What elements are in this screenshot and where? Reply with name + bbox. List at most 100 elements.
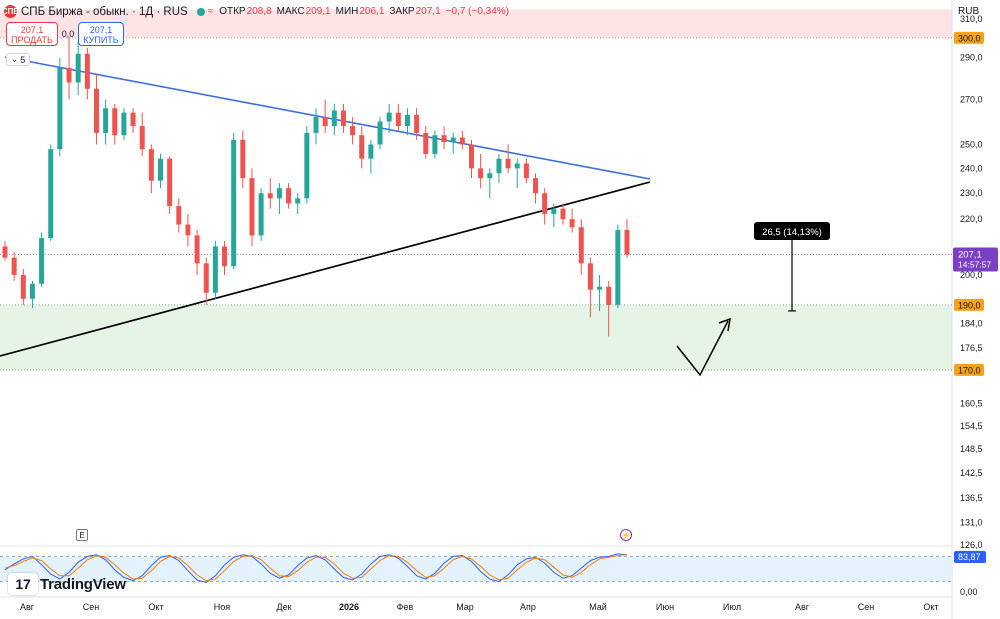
- countdown-label: 14:57:57: [958, 260, 991, 270]
- y-tick-label: 184,0: [960, 319, 983, 329]
- symbol-logo-icon[interactable]: СПБ: [1, 5, 20, 18]
- tradingview-logo[interactable]: 17 TradingView: [8, 573, 126, 595]
- candle-body: [414, 114, 420, 133]
- x-tick-label: Ноя: [214, 602, 231, 612]
- x-tick-label: Июн: [656, 602, 674, 612]
- candle-body: [450, 137, 456, 143]
- sell-label: ПРОДАТЬ: [11, 35, 53, 45]
- indicator-count: 5: [20, 54, 26, 65]
- candle-body: [514, 163, 520, 169]
- candle-body: [578, 227, 584, 264]
- candle-body: [75, 53, 81, 83]
- x-tick-label: Сен: [83, 602, 100, 612]
- candle-body: [560, 208, 566, 220]
- candle-body: [203, 263, 209, 293]
- candle-body: [57, 67, 63, 150]
- candle-body: [185, 224, 191, 236]
- candle-body: [194, 235, 200, 264]
- candle-body: [48, 149, 54, 239]
- candle-body: [39, 238, 45, 284]
- candle-body: [478, 168, 484, 179]
- y-tick-label: 230,0: [960, 188, 983, 198]
- spread-value: 0,0: [61, 29, 75, 39]
- oscillator-band: [0, 556, 952, 582]
- candle-body: [313, 117, 319, 133]
- price-zone-1: [0, 304, 952, 370]
- candle-body: [587, 263, 593, 290]
- candle-body: [2, 246, 8, 258]
- oscillator-value-label: 83,87: [958, 552, 981, 562]
- x-tick-label: Июл: [723, 602, 741, 612]
- candle-body: [258, 193, 264, 236]
- candle-body: [404, 114, 410, 127]
- candle-body: [304, 132, 310, 199]
- logo-text: TradingView: [40, 575, 126, 593]
- candle-body: [386, 112, 392, 122]
- x-tick-label: Авг: [795, 602, 810, 612]
- x-tick-label: Апр: [520, 602, 536, 612]
- x-tick-label: Авг: [20, 602, 35, 612]
- candle-body: [597, 286, 603, 290]
- candle-body: [139, 126, 145, 150]
- candle-body: [176, 206, 182, 225]
- wave-icon: ≈: [207, 6, 214, 17]
- currency-label[interactable]: RUB: [958, 6, 980, 17]
- y-tick-label: 270,0: [960, 95, 983, 105]
- candle-body: [286, 188, 292, 204]
- candle-body: [423, 132, 429, 154]
- price-badge: [954, 31, 984, 44]
- y-tick-label: 176,5: [960, 343, 983, 353]
- candle-body: [121, 112, 127, 136]
- y-tick-label: 148,5: [960, 444, 983, 454]
- candle-body: [158, 158, 163, 181]
- candle-body: [103, 108, 109, 133]
- open-value: 208,8: [246, 6, 272, 17]
- candle-body: [20, 274, 26, 299]
- candle-body: [212, 246, 218, 293]
- price-badge-label: 190,0: [958, 300, 981, 310]
- candle-body: [66, 67, 72, 83]
- symbol-title[interactable]: СПБ Биржа - обыкн. · 1Д · RUS: [21, 5, 188, 18]
- price-badge-label: 170,0: [958, 365, 981, 375]
- candle-body: [130, 112, 136, 127]
- candle-body: [569, 219, 575, 228]
- trendline-support: [0, 181, 651, 357]
- candle-body: [222, 246, 228, 267]
- oscillator-line-1: [4, 554, 628, 582]
- y-tick-label: 240,0: [960, 163, 983, 173]
- buy-button[interactable]: 207,1 КУПИТЬ: [78, 22, 124, 46]
- tradingview-logo-icon: 17: [8, 573, 38, 595]
- y-tick-label: 310,0: [960, 14, 983, 24]
- candle-body: [533, 178, 539, 194]
- high-label: МАКС: [276, 6, 305, 17]
- candle-body: [459, 137, 465, 145]
- y-tick-label: 126,0: [960, 540, 983, 550]
- candle-body: [551, 208, 557, 214]
- y-tick-label: 154,5: [960, 421, 983, 431]
- candle-body: [432, 135, 438, 154]
- earnings-event-icon[interactable]: E: [76, 529, 88, 541]
- x-tick-label: Сен: [858, 602, 875, 612]
- candle-body: [505, 158, 511, 169]
- indicators-collapse-button[interactable]: ⌄ 5: [6, 53, 30, 66]
- dividend-event-icon[interactable]: ⚡: [620, 529, 632, 541]
- candle-body: [496, 158, 502, 174]
- candle-body: [350, 126, 356, 136]
- sell-button[interactable]: 207,1 ПРОДАТЬ: [6, 22, 58, 46]
- candle-body: [93, 88, 99, 133]
- y-tick-label: 200,0: [960, 270, 983, 280]
- x-tick-label: Фев: [397, 602, 414, 612]
- candle-body: [615, 229, 621, 305]
- measure-label-box: [754, 222, 830, 240]
- buy-price: 207,1: [89, 25, 113, 35]
- sell-price: 207,1: [20, 25, 44, 35]
- candle-body: [395, 112, 401, 127]
- candle-body: [469, 144, 474, 169]
- last-price-label: 207,1: [958, 250, 982, 261]
- y-tick-label: 220,0: [960, 214, 983, 224]
- y-tick-label: 250,0: [960, 139, 983, 149]
- x-tick-label: Окт: [923, 602, 938, 612]
- candle-body: [606, 286, 612, 305]
- price-badge: [954, 363, 984, 376]
